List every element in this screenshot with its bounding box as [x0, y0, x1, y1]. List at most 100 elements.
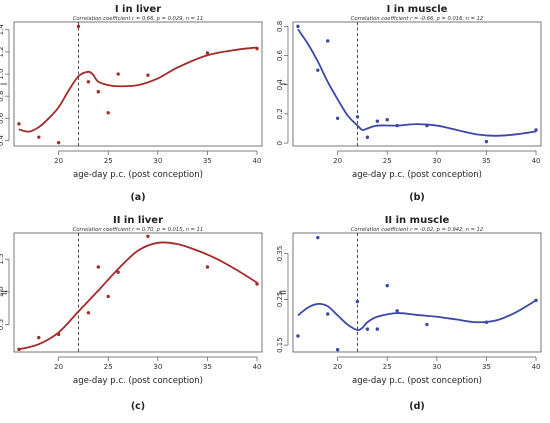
data-point	[76, 24, 81, 29]
y-tick-label: 0.25	[276, 292, 284, 308]
data-point	[17, 122, 21, 126]
y-tick-label: 1.4	[0, 24, 5, 36]
data-point	[86, 80, 91, 84]
y-tick-label: 0.5	[0, 319, 5, 330]
data-point	[395, 123, 399, 128]
data-point	[326, 312, 330, 316]
y-tick-label: 1.2	[0, 46, 5, 57]
data-point	[425, 322, 429, 327]
data-point	[425, 123, 429, 128]
y-tick-label: 0.4	[0, 134, 5, 146]
data-point	[316, 235, 320, 240]
y-tick-label: 0.4	[276, 79, 284, 91]
data-point	[365, 327, 370, 331]
data-point	[96, 265, 101, 269]
x-tick-label: 35	[482, 363, 491, 371]
data-point	[37, 335, 41, 340]
panel-label: (b)	[409, 192, 424, 203]
x-tick-label: 40	[253, 157, 262, 165]
x-tick-label: 35	[203, 157, 212, 165]
data-point	[326, 39, 330, 43]
data-point	[96, 90, 101, 94]
fit-curve	[297, 28, 537, 137]
data-point	[146, 234, 150, 238]
x-tick-label: 25	[104, 157, 113, 165]
panel-label: (d)	[409, 401, 424, 412]
data-point	[56, 332, 61, 337]
data-point	[106, 111, 110, 115]
y-tick-label: 1.5	[0, 254, 5, 265]
data-point	[385, 118, 389, 122]
x-tick-label: 40	[253, 363, 262, 371]
panel-title: II in liver	[113, 215, 163, 226]
plot-area	[296, 233, 538, 352]
data-point	[534, 298, 538, 302]
plot-frame	[13, 232, 263, 353]
x-axis-label: age-day p.c. (post conception)	[73, 376, 203, 386]
x-tick-label: 30	[432, 363, 441, 371]
fit-curve	[297, 299, 537, 332]
fit-curve	[18, 46, 258, 133]
x-tick-label: 20	[54, 157, 63, 165]
x-tick-label: 30	[153, 157, 162, 165]
y-tick-label: 0.8	[276, 21, 284, 32]
x-tick-label: 25	[383, 363, 392, 371]
data-point	[255, 282, 259, 286]
data-point	[355, 299, 360, 304]
y-tick-label: 0.15	[276, 337, 284, 353]
y-axis-label: II	[0, 290, 10, 295]
data-point	[335, 116, 340, 120]
plot-frame	[13, 21, 263, 147]
x-axis-label: age-day p.c. (post conception)	[352, 170, 482, 180]
x-tick-label: 40	[532, 157, 541, 165]
plot-area	[296, 22, 538, 146]
panel-subtitle: Correlation coefficient r = 0.66, p = 0.…	[73, 16, 204, 22]
x-tick-label: 35	[482, 157, 491, 165]
y-tick-label: 0	[276, 141, 284, 145]
data-point	[116, 72, 120, 76]
data-point	[365, 135, 370, 139]
data-point	[205, 51, 210, 55]
x-tick-label: 35	[203, 363, 212, 371]
y-axis-label: II	[279, 290, 289, 295]
y-tick-label: 1.0	[0, 68, 5, 79]
panel-title: I in muscle	[387, 4, 448, 15]
data-point	[56, 140, 61, 145]
panel-label: (a)	[130, 192, 145, 203]
x-tick-label: 25	[383, 157, 392, 165]
data-point	[116, 270, 120, 274]
data-point	[484, 320, 489, 324]
y-tick-label: 1.0	[0, 286, 5, 297]
data-point	[385, 283, 389, 288]
panel-label: (c)	[131, 401, 145, 412]
panel-subtitle: Correlation coefficient r = 0.70, p = 0.…	[73, 227, 204, 233]
panel-subtitle: Correlation coefficient r = -0.02, p = 0…	[351, 227, 483, 233]
y-tick-label: 0.35	[276, 246, 284, 262]
y-axis-label: I	[0, 83, 10, 86]
x-tick-label: 30	[153, 363, 162, 371]
plot-frame	[292, 21, 542, 147]
x-axis-label: age-day p.c. (post conception)	[73, 170, 203, 180]
data-point	[205, 265, 210, 269]
y-tick-label: 0.8	[0, 91, 5, 102]
data-point	[335, 348, 340, 352]
panel-title: II in muscle	[385, 215, 450, 226]
x-tick-label: 40	[532, 363, 541, 371]
data-point	[375, 119, 380, 123]
x-tick-label: 20	[333, 363, 342, 371]
x-tick-label: 25	[104, 363, 113, 371]
data-point	[296, 24, 300, 29]
panel-subtitle: Correlation coefficient r = -0.66, p = 0…	[351, 16, 483, 22]
data-point	[395, 309, 399, 313]
x-tick-label: 20	[333, 157, 342, 165]
data-point	[355, 115, 360, 119]
data-point	[316, 68, 320, 72]
y-tick-label: 0.6	[0, 112, 5, 124]
plot-frame	[292, 232, 542, 353]
data-point	[296, 334, 300, 338]
plot-area	[17, 22, 259, 146]
data-point	[255, 46, 259, 51]
